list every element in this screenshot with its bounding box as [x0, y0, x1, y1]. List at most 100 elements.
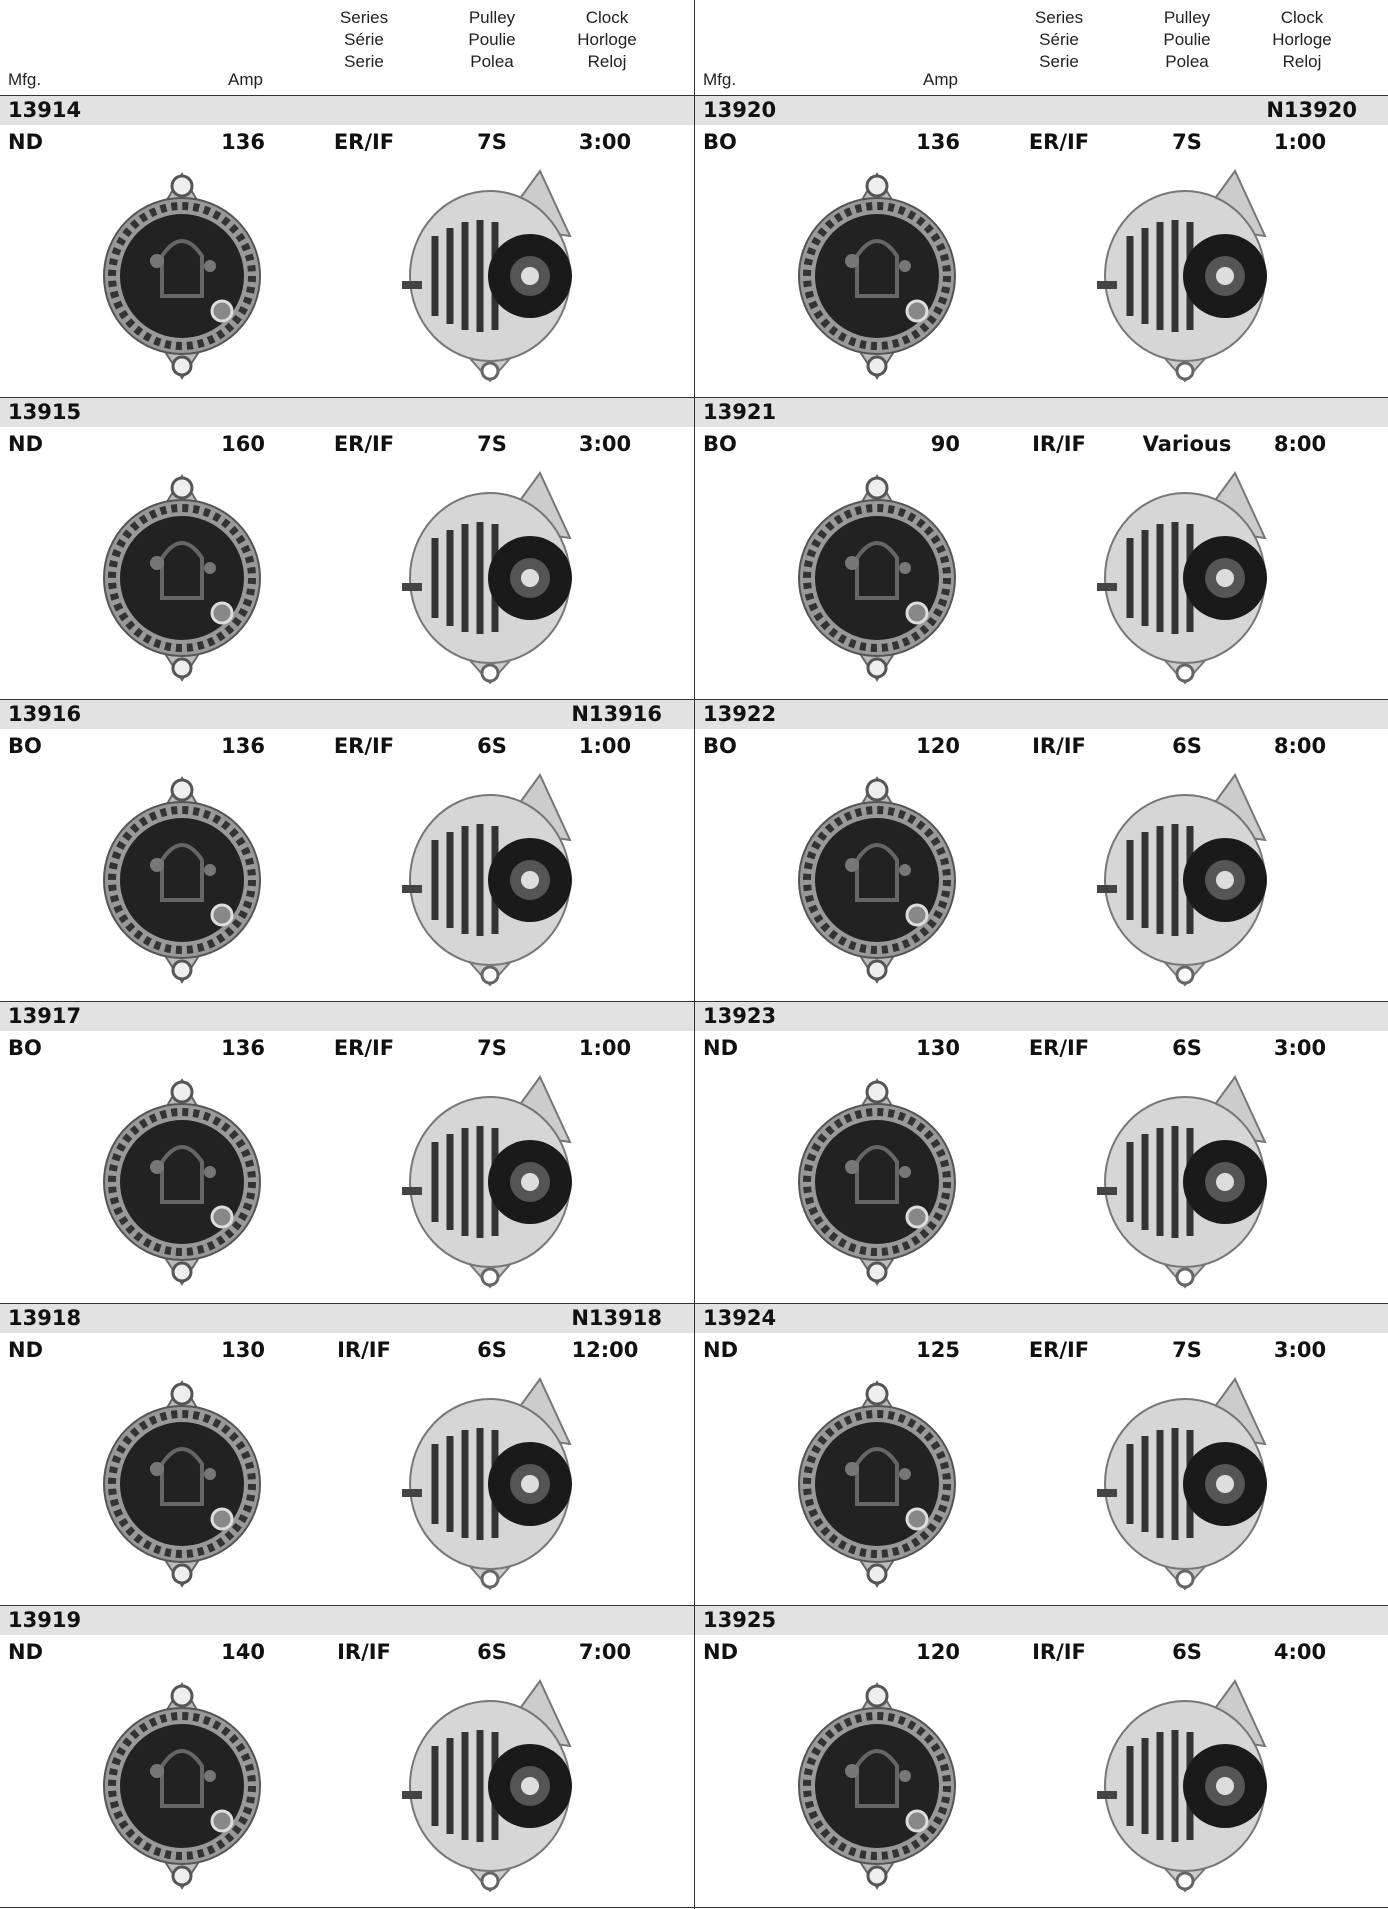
product-photo: [82, 770, 282, 990]
header-mfg: Mfg.: [8, 70, 42, 89]
header-amp: Amp: [923, 70, 958, 89]
amp: 130: [916, 1036, 960, 1060]
part-number: 13914: [8, 98, 82, 122]
row-rule: [0, 1303, 1388, 1304]
product-photo: [82, 1676, 282, 1896]
mfg: BO: [703, 432, 737, 456]
header-clock: Reloj: [587, 52, 627, 71]
back-view: [799, 1684, 955, 1888]
back-view: [799, 476, 955, 680]
mfg: ND: [703, 1036, 739, 1060]
clock: 1:00: [578, 734, 632, 758]
back-view: [799, 174, 955, 378]
header-pulley: Pulley: [468, 8, 516, 27]
row-rule: [0, 1907, 1388, 1908]
series: IR/IF: [337, 1640, 391, 1664]
product-photo: [777, 1374, 977, 1594]
pulley: 7S: [477, 130, 507, 154]
front-view: [1097, 473, 1267, 683]
front-view: [402, 1379, 572, 1589]
pulley: 7S: [1172, 130, 1202, 154]
mfg: ND: [8, 1640, 44, 1664]
header-pulley: Polea: [1165, 52, 1209, 71]
part-number: 13925: [703, 1608, 777, 1632]
pulley: 6S: [477, 1640, 507, 1664]
pulley: 6S: [477, 734, 507, 758]
row-rule: [0, 1001, 1388, 1002]
back-view: [799, 1080, 955, 1284]
part-bar: [0, 700, 694, 729]
series: ER/IF: [1028, 1338, 1090, 1362]
header-series: Série: [1039, 30, 1079, 49]
part-bar: [695, 1606, 1388, 1635]
clock: 12:00: [571, 1338, 639, 1362]
product-photo: [380, 166, 600, 386]
header-pulley: Polea: [470, 52, 514, 71]
back-view: [799, 778, 955, 982]
pulley: 6S: [1172, 1036, 1202, 1060]
part-number: 13923: [703, 1004, 777, 1028]
row-rule: [0, 95, 1388, 96]
clock: 1:00: [1273, 130, 1327, 154]
clock: 3:00: [578, 130, 632, 154]
product-photo: [777, 1072, 977, 1292]
header-clock: Horloge: [1272, 30, 1332, 49]
header-amp: Amp: [228, 70, 263, 89]
series: ER/IF: [1028, 1036, 1090, 1060]
pulley: 7S: [477, 1036, 507, 1060]
part-number: 13922: [703, 702, 777, 726]
header-pulley: Poulie: [1163, 30, 1211, 49]
clock: 8:00: [1273, 734, 1327, 758]
part-bar: [695, 700, 1388, 729]
product-photo: [82, 1374, 282, 1594]
amp: 130: [221, 1338, 265, 1362]
part-number: 13915: [8, 400, 82, 424]
mfg: ND: [8, 130, 44, 154]
series: ER/IF: [333, 130, 395, 154]
mfg: ND: [8, 432, 44, 456]
clock: 8:00: [1273, 432, 1327, 456]
amp: 90: [930, 432, 960, 456]
product-photo: [777, 468, 977, 688]
series: ER/IF: [333, 734, 395, 758]
part-bar: [695, 96, 1388, 125]
amp: 136: [221, 130, 265, 154]
amp: 160: [221, 432, 265, 456]
back-view: [104, 476, 260, 680]
mfg: ND: [8, 1338, 44, 1362]
amp: 120: [916, 1640, 960, 1664]
header-mfg: Mfg.: [703, 70, 737, 89]
product-photo: [380, 1072, 600, 1292]
pulley: 7S: [1172, 1338, 1202, 1362]
part-number: 13916: [8, 702, 82, 726]
product-photo: [1075, 1374, 1295, 1594]
product-photo: [777, 770, 977, 990]
part-number: 13920: [703, 98, 777, 122]
series: ER/IF: [333, 432, 395, 456]
part-bar: [0, 96, 694, 125]
part-number: 13924: [703, 1306, 777, 1330]
part-bar: [695, 398, 1388, 427]
product-photo: [1075, 1676, 1295, 1896]
front-view: [1097, 1077, 1267, 1287]
mfg: BO: [8, 1036, 42, 1060]
clock: 3:00: [578, 432, 632, 456]
product-photo: [777, 1676, 977, 1896]
product-photo: [1075, 468, 1295, 688]
front-view: [1097, 1681, 1267, 1891]
front-view: [402, 171, 572, 381]
front-view: [1097, 775, 1267, 985]
part-bar: [0, 1304, 694, 1333]
header-pulley: Pulley: [1163, 8, 1211, 27]
amp: 136: [221, 1036, 265, 1060]
product-photo: [777, 166, 977, 386]
pulley: 7S: [477, 432, 507, 456]
part-bar: [695, 1002, 1388, 1031]
mfg: ND: [703, 1640, 739, 1664]
part-number: 13919: [8, 1608, 82, 1632]
mfg: BO: [8, 734, 42, 758]
clock: 7:00: [578, 1640, 632, 1664]
part-bar: [695, 1304, 1388, 1333]
front-view: [1097, 1379, 1267, 1589]
